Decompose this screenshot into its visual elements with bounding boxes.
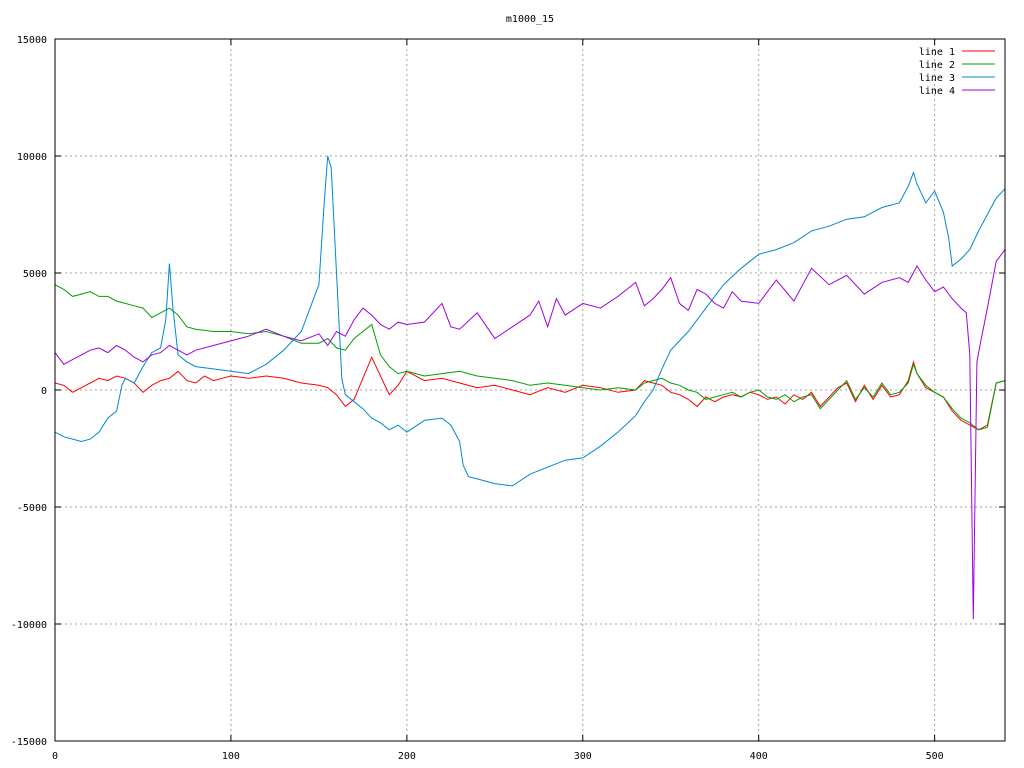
y-tick-label: -5000 (17, 503, 47, 514)
chart-title: m1000_15 (506, 14, 554, 25)
legend-label: line 3 (919, 73, 955, 84)
x-tick-label: 400 (750, 751, 768, 762)
y-tick-label: 5000 (23, 269, 47, 280)
legend: line 1 line 2 line 3 line 4 (919, 47, 995, 97)
x-tick-label: 500 (926, 751, 944, 762)
y-tick-label: -15000 (11, 737, 47, 748)
series-lines (54, 155, 1006, 620)
x-tick-label: 100 (222, 751, 240, 762)
series-line-4 (54, 249, 1006, 620)
y-tick-label: 15000 (17, 35, 47, 46)
y-tick-label: -10000 (11, 620, 47, 631)
legend-label: line 4 (919, 86, 955, 97)
x-tick-label: 300 (574, 751, 592, 762)
series-line-2 (54, 284, 1006, 431)
y-tick-label: 0 (41, 386, 47, 397)
axis-ticks: 0 100 200 300 400 500 -15000 -10000 -5000 0 5000 10… (11, 35, 1005, 762)
legend-label: line 2 (919, 60, 955, 71)
grid (55, 39, 1005, 741)
x-tick-label: 200 (398, 751, 416, 762)
series-line-1 (54, 355, 1006, 431)
y-tick-label: 10000 (17, 152, 47, 163)
legend-label: line 1 (919, 47, 955, 58)
x-tick-label: 0 (52, 751, 58, 762)
series-line-3 (54, 155, 1006, 487)
